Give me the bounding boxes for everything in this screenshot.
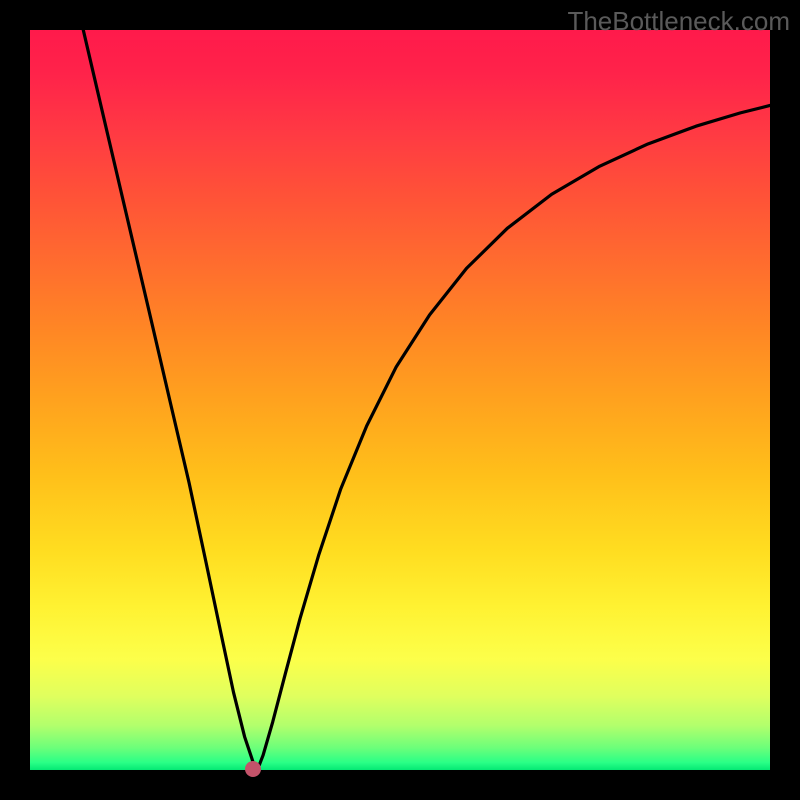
chart-stage: TheBottleneck.com [0,0,800,800]
optimum-marker [245,761,261,777]
watermark-text: TheBottleneck.com [567,6,790,37]
plot-gradient-area [30,30,770,770]
